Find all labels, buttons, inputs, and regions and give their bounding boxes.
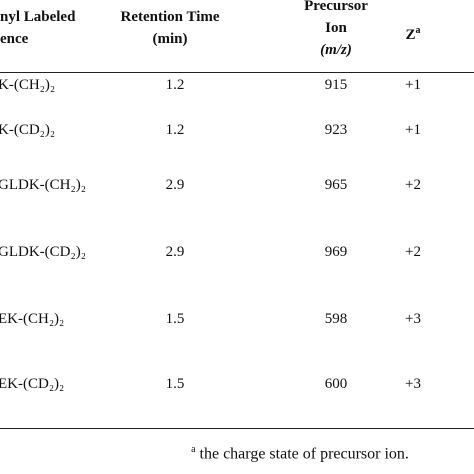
sequence-cell: GLDK-(CD₂)₂ bbox=[0, 244, 86, 260]
cell: 969 bbox=[324, 244, 348, 260]
cell: 598 bbox=[324, 311, 348, 327]
bottom-rule bbox=[0, 428, 474, 429]
header-cell: (min) bbox=[152, 31, 188, 47]
cell: +1 bbox=[405, 122, 421, 138]
cell: 965 bbox=[324, 177, 348, 193]
cell: 1.5 bbox=[165, 311, 185, 327]
footnote: a the charge state of precursor ion. bbox=[191, 441, 409, 463]
sequence-cell: K-(CD₂)₂ bbox=[0, 122, 56, 138]
header-cell: Retention Time bbox=[120, 9, 220, 25]
cell: +3 bbox=[405, 311, 421, 327]
sequence-cell: K-(CH₂)₂ bbox=[0, 77, 56, 93]
header-cell: ence bbox=[0, 31, 29, 47]
cell: 1.5 bbox=[165, 376, 185, 392]
header-cell: Ion bbox=[325, 20, 347, 36]
cell: 2.9 bbox=[165, 244, 185, 260]
cell: 1.2 bbox=[165, 122, 185, 138]
sequence-cell: EK-(CD₂)₂ bbox=[0, 376, 65, 392]
cell: +2 bbox=[405, 244, 421, 260]
footnote-mark: a bbox=[415, 25, 421, 36]
header-rule bbox=[0, 72, 474, 73]
footnote-mark: a bbox=[191, 444, 196, 455]
cell: 2.9 bbox=[165, 177, 185, 193]
cell: 600 bbox=[324, 376, 348, 392]
cell: 923 bbox=[324, 122, 348, 138]
cell: +3 bbox=[405, 376, 421, 392]
cell: 1.2 bbox=[165, 77, 185, 93]
sequence-cell: EK-(CH₂)₂ bbox=[0, 311, 65, 327]
cell: 915 bbox=[324, 77, 348, 93]
footnote-text: the charge state of precursor ion. bbox=[199, 445, 409, 463]
cell: +2 bbox=[405, 177, 421, 193]
sequence-cell: GLDK-(CH₂)₂ bbox=[0, 177, 86, 193]
header-cell: Za bbox=[405, 25, 421, 43]
cell: +1 bbox=[405, 77, 421, 93]
header-cell: (m/z) bbox=[320, 42, 352, 58]
header-cell: Precursor bbox=[304, 0, 368, 14]
header-cell: nyl Labeled bbox=[0, 9, 76, 25]
